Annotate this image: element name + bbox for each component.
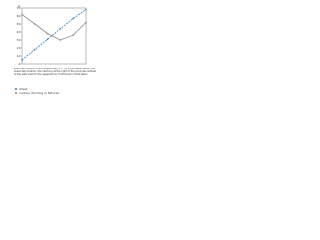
y-tick-label: 60 (17, 14, 21, 18)
series-point (59, 39, 62, 41)
plot-area (21, 7, 87, 65)
series-line (21, 14, 87, 41)
series-point (46, 38, 49, 40)
legend-label: contour forming in fixtures (19, 91, 60, 95)
legend-marker (15, 92, 17, 94)
y-tick-label: 10 (17, 54, 21, 58)
legend-label: sheet (19, 87, 28, 91)
y-tick-label: 30 (17, 38, 21, 42)
series-point (72, 17, 74, 20)
series-point (72, 34, 74, 36)
y-tick-label: 40 (17, 30, 21, 34)
y-tick-label: 50 (17, 22, 21, 26)
series-point (21, 13, 23, 16)
legend-marker (15, 88, 17, 90)
series-point (34, 48, 36, 51)
series-point (59, 28, 62, 30)
caption-box: Load deformation limits respectively a =… (14, 68, 96, 76)
caption: Load deformation limits respectively a =… (14, 68, 96, 76)
series-point (34, 23, 36, 25)
series-line (21, 9, 87, 61)
series-point (85, 8, 87, 11)
y-axis-label: φ (18, 4, 20, 8)
series-point (21, 59, 23, 61)
chart: φ Load deformation limits respectively a… (14, 4, 96, 95)
y-tick-label: 70 (17, 6, 21, 10)
series-point (85, 21, 87, 24)
y-tick-label: 0 (19, 62, 21, 66)
y-tick-label: 20 (17, 46, 21, 50)
series-point (46, 32, 49, 35)
